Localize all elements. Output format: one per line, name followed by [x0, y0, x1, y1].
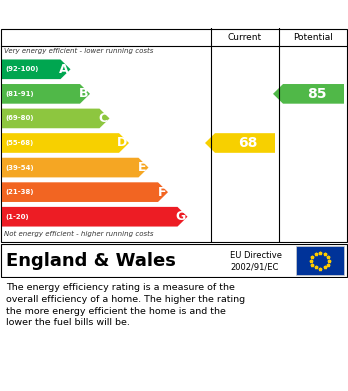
Text: (55-68): (55-68) [5, 140, 33, 146]
Text: (39-54): (39-54) [5, 165, 34, 170]
Text: (69-80): (69-80) [5, 115, 33, 122]
Text: C: C [98, 112, 108, 125]
Polygon shape [2, 158, 149, 178]
Text: Potential: Potential [294, 32, 333, 41]
Text: B: B [79, 87, 88, 100]
Text: (21-38): (21-38) [5, 189, 33, 195]
Text: F: F [158, 186, 166, 199]
Polygon shape [2, 59, 71, 79]
Text: E: E [138, 161, 147, 174]
Text: (92-100): (92-100) [5, 66, 38, 72]
Polygon shape [2, 109, 110, 128]
Polygon shape [2, 182, 168, 202]
Text: G: G [175, 210, 185, 223]
Text: D: D [117, 136, 127, 149]
Polygon shape [2, 133, 129, 153]
Text: (81-91): (81-91) [5, 91, 34, 97]
Polygon shape [273, 84, 344, 104]
Text: 68: 68 [238, 136, 258, 150]
Polygon shape [205, 133, 275, 153]
Text: Not energy efficient - higher running costs: Not energy efficient - higher running co… [4, 231, 153, 237]
Text: England & Wales: England & Wales [6, 251, 176, 269]
Text: 85: 85 [307, 87, 326, 101]
Text: Very energy efficient - lower running costs: Very energy efficient - lower running co… [4, 48, 153, 54]
Text: Energy Efficiency Rating: Energy Efficiency Rating [69, 7, 279, 22]
Text: (1-20): (1-20) [5, 214, 29, 220]
Text: The energy efficiency rating is a measure of the
overall efficiency of a home. T: The energy efficiency rating is a measur… [6, 283, 245, 327]
Text: EU Directive: EU Directive [230, 251, 282, 260]
Text: A: A [59, 63, 69, 76]
Polygon shape [2, 84, 90, 104]
Text: 2002/91/EC: 2002/91/EC [230, 262, 278, 271]
Polygon shape [2, 207, 188, 226]
Bar [296, 246, 344, 275]
Text: Current: Current [228, 32, 262, 41]
